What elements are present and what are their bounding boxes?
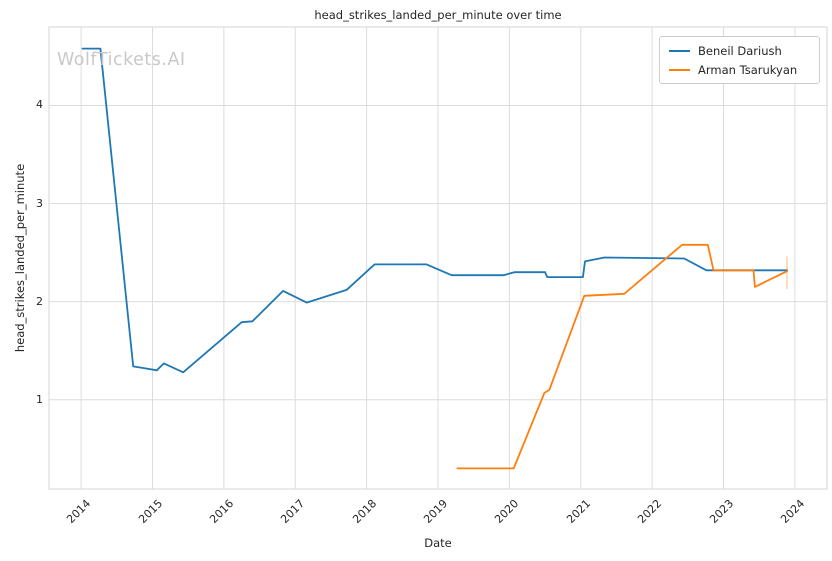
- legend: Beneil Dariush Arman Tsarukyan: [659, 36, 820, 84]
- plot-border: [48, 26, 828, 490]
- legend-item-arman-tsarukyan: Arman Tsarukyan: [669, 62, 811, 77]
- y-tick-label: 4: [36, 98, 43, 112]
- legend-item-beneil-dariush: Beneil Dariush: [669, 43, 811, 58]
- legend-label: Arman Tsarukyan: [698, 62, 798, 77]
- legend-label: Beneil Dariush: [698, 43, 782, 58]
- chart-title: head_strikes_landed_per_minute over time: [314, 8, 562, 22]
- y-tick-label: 1: [36, 392, 43, 406]
- watermark: WolfTickets.AI: [57, 50, 186, 70]
- y-axis-label: head_strikes_landed_per_minute: [13, 163, 27, 353]
- legend-line-swatch-orange: [669, 68, 690, 71]
- line-series-beneil-dariush: [81, 47, 788, 374]
- line-series-arman-tsarukyan: [456, 243, 788, 470]
- y-tick-label: 2: [36, 294, 43, 308]
- legend-line-swatch-blue: [669, 49, 690, 52]
- x-axis-label: Date: [424, 536, 452, 550]
- y-tick-label: 3: [36, 196, 43, 210]
